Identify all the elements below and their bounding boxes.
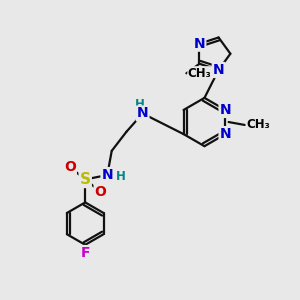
Text: H: H	[134, 98, 144, 111]
Text: N: N	[213, 63, 224, 77]
Text: O: O	[94, 185, 106, 199]
Text: F: F	[80, 246, 90, 260]
Text: N: N	[194, 37, 205, 51]
Text: N: N	[137, 106, 148, 121]
Text: CH₃: CH₃	[246, 118, 270, 131]
Text: N: N	[220, 127, 231, 141]
Text: S: S	[80, 172, 91, 187]
Text: H: H	[116, 170, 125, 183]
Text: CH₃: CH₃	[188, 67, 212, 80]
Text: N: N	[220, 103, 231, 117]
Text: O: O	[64, 160, 76, 174]
Text: N: N	[101, 168, 113, 182]
